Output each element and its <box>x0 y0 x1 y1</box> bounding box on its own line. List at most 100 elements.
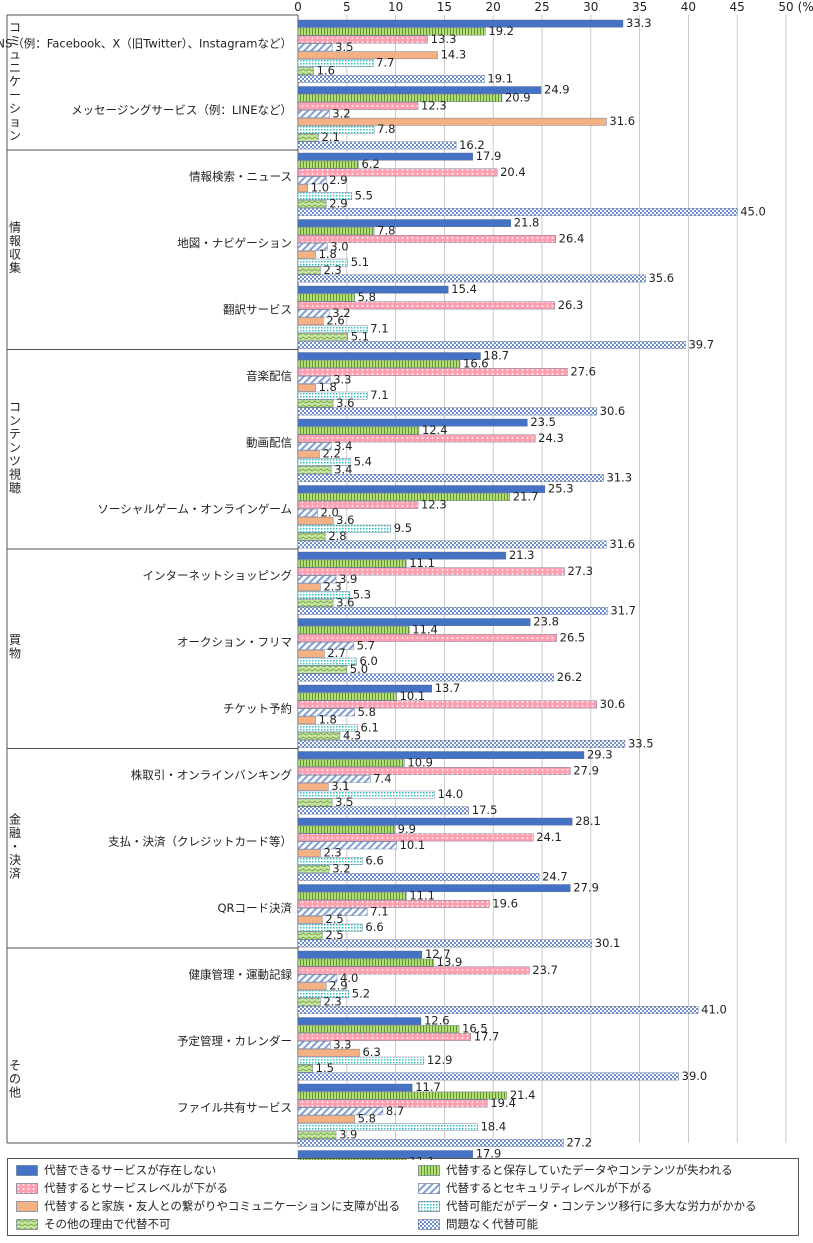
bar-value-label: 2.9 <box>329 197 347 211</box>
bar <box>297 591 350 600</box>
bar-value-label: 17.9 <box>476 149 502 163</box>
bar-value-label: 3.3 <box>333 372 351 386</box>
bar-value-label: 11.1 <box>409 889 435 903</box>
legend-item: 代替すると家族・友人との繋がりやコミュニケーションに支障が出る <box>16 1199 400 1213</box>
bar-value-label: 12.6 <box>424 1014 450 1028</box>
bar-value-label: 18.4 <box>481 1120 507 1134</box>
category-label: オークション・フリマ <box>177 635 292 649</box>
group-label: その他 <box>9 1059 21 1100</box>
bar-value-label: 8.7 <box>386 1104 404 1118</box>
bar <box>297 176 327 185</box>
bar-value-label: 26.2 <box>557 670 583 684</box>
bar-value-label: 2.0 <box>321 505 339 519</box>
legend-label: 問題なく代替可能 <box>446 1217 538 1231</box>
bar-value-label: 3.4 <box>334 463 352 477</box>
bar-value-label: 6.0 <box>360 654 378 668</box>
bar <box>297 258 348 267</box>
bar-value-label: 27.3 <box>567 564 593 578</box>
bar-value-label: 29.3 <box>587 748 613 762</box>
legend-label: 代替するとサービスレベルが下がる <box>44 1181 228 1195</box>
bar <box>297 391 368 400</box>
bar-value-label: 12.7 <box>425 947 451 961</box>
category-label: ファイル共有サービス <box>177 1101 292 1115</box>
bar-value-label: 7.1 <box>370 388 388 402</box>
bar <box>297 649 325 658</box>
bar <box>297 1064 313 1073</box>
category-label: ソーシャルゲーム・オンラインゲーム <box>97 502 292 516</box>
category-label: チケット予約 <box>223 702 292 716</box>
bar-value-label: 5.8 <box>358 1112 376 1126</box>
bar <box>297 192 352 201</box>
bar <box>297 825 395 834</box>
bar-value-label: 33.3 <box>626 16 652 30</box>
category-label: SNS（例：Facebook、X（旧Twitter）、Instagramなど） <box>0 37 292 51</box>
bar-value-label: 6.6 <box>365 854 383 868</box>
bar <box>297 399 334 408</box>
bar-value-label: 23.8 <box>533 615 559 629</box>
bar <box>297 751 585 760</box>
bar <box>297 109 330 118</box>
bar <box>297 75 485 83</box>
bar-value-label: 5.8 <box>358 705 376 719</box>
bar <box>297 990 349 999</box>
chart-legend: 代替できるサービスが存在しない 代替するとサービスレベルが下がる代替すると家族・友… <box>7 1158 799 1236</box>
bar-value-label: 30.6 <box>600 697 626 711</box>
x-tick-label: 20 <box>486 0 501 14</box>
bar-value-label: 7.4 <box>373 771 391 785</box>
bar-value-label: 13.7 <box>435 681 461 695</box>
legend-item: 代替するとサービスレベルが下がる <box>16 1181 228 1195</box>
bar <box>297 341 686 349</box>
bar <box>297 923 363 932</box>
bar <box>297 551 507 560</box>
x-tick-label: 25 <box>534 0 549 14</box>
bar <box>297 293 355 302</box>
bar <box>297 908 368 916</box>
bar-value-label: 19.2 <box>488 24 514 38</box>
bar <box>297 200 327 208</box>
legend-item: 代替するとセキュリティレベルが下がる <box>418 1181 652 1195</box>
bar-value-label: 5.7 <box>357 638 375 652</box>
bar-value-label: 19.6 <box>492 896 518 910</box>
bar-value-label: 1.8 <box>319 713 337 727</box>
bar-value-label: 20.4 <box>500 165 526 179</box>
group-label: コミュニケーション <box>9 21 21 143</box>
bar-value-label: 26.4 <box>559 231 585 245</box>
bar-value-label: 4.3 <box>343 729 361 743</box>
bar <box>297 376 331 384</box>
bar-value-label: 39.0 <box>682 1069 708 1083</box>
bar <box>297 102 419 110</box>
bar <box>297 250 316 259</box>
bar-value-label: 11.7 <box>415 1080 441 1094</box>
bar-value-label: 23.5 <box>530 415 556 429</box>
bar <box>297 974 338 983</box>
bar <box>297 1131 337 1139</box>
bar-value-label: 4.0 <box>340 971 358 985</box>
bar <box>297 67 314 75</box>
category-label: 地図・ナビゲーション <box>177 236 292 250</box>
bar <box>297 775 371 783</box>
bar <box>297 634 557 642</box>
bar <box>297 242 328 251</box>
bar <box>297 575 337 584</box>
bar <box>297 501 419 509</box>
bar-value-label: 3.5 <box>335 795 353 809</box>
bar-value-label: 5.3 <box>353 588 371 602</box>
legend-swatch <box>418 1200 440 1212</box>
bar <box>297 43 333 52</box>
bar-value-label: 3.9 <box>339 1128 357 1142</box>
bar <box>297 900 490 908</box>
bar-value-label: 3.6 <box>336 596 354 610</box>
bar <box>297 383 316 392</box>
bar-value-label: 41.0 <box>701 1002 727 1016</box>
bar-value-label: 30.1 <box>595 936 621 950</box>
legend-label: 代替できるサービスが存在しない <box>44 1163 217 1177</box>
bar <box>297 607 608 615</box>
bar-value-label: 5.1 <box>351 330 369 344</box>
bar-value-label: 24.9 <box>544 83 570 97</box>
bar <box>297 168 498 177</box>
bar-value-label: 5.0 <box>350 662 368 676</box>
bar-value-label: 2.1 <box>321 130 339 144</box>
bar-value-label: 23.7 <box>532 963 558 977</box>
bar <box>297 673 554 682</box>
x-tick-label: 50 <box>778 0 793 14</box>
